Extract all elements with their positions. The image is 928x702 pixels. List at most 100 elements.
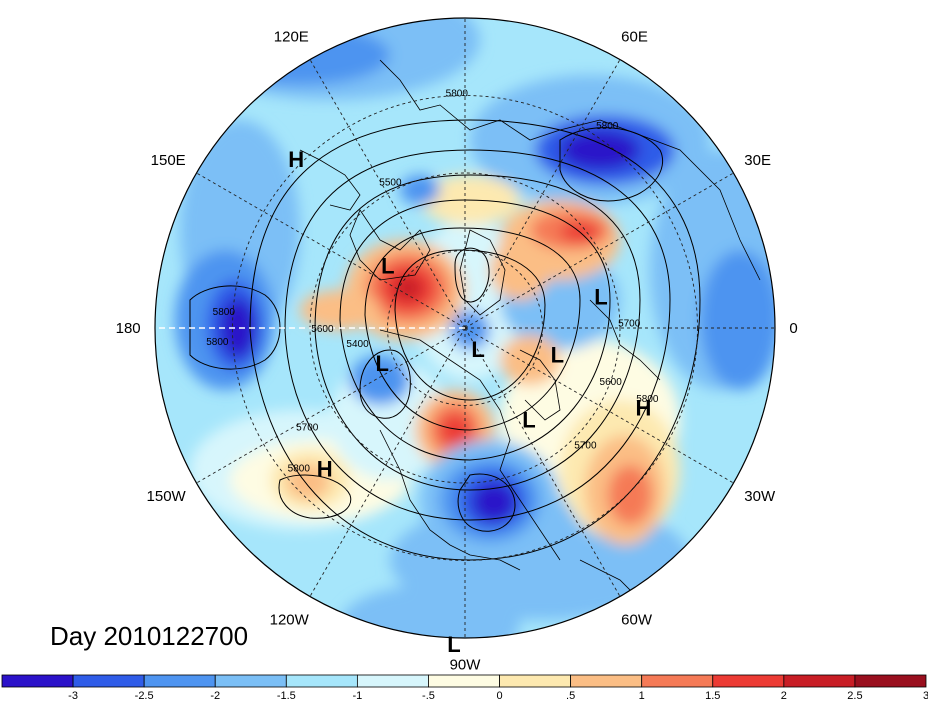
height-contour <box>454 247 490 303</box>
contour-value-label: 5800 <box>213 307 236 318</box>
low-pressure-center: L <box>471 337 484 362</box>
longitude-label: 60W <box>621 611 653 628</box>
colorbar-swatch <box>499 674 572 688</box>
longitude-label: 60E <box>621 29 648 46</box>
height-contour <box>278 474 352 519</box>
contour-value-label: 5800 <box>596 121 619 132</box>
low-pressure-center: L <box>551 342 564 367</box>
anomaly-blob <box>560 130 640 170</box>
coastline <box>589 299 661 381</box>
contour-value-label: 5400 <box>346 339 369 350</box>
longitude-label: 0 <box>789 320 797 337</box>
colorbar: -3 -2.5 -2 -1.5 -1 -.5 0 .5 1 1.5 2 2.5 3 <box>1 674 928 702</box>
meridian-line <box>309 59 466 329</box>
contour-value-label: 5700 <box>296 423 319 434</box>
high-pressure-center: H <box>317 456 333 481</box>
height-contour <box>189 285 281 370</box>
coastline <box>379 59 761 281</box>
height-contour <box>284 149 671 521</box>
meridian-line <box>196 327 466 484</box>
coastline <box>379 429 521 571</box>
longitude-label: 120E <box>274 29 309 46</box>
meridian-line <box>464 327 734 484</box>
date-label: Day 2010122700 <box>50 621 248 651</box>
height-contour <box>364 227 581 431</box>
low-pressure-center: L <box>381 254 394 279</box>
colorbar-tick-label: 2 <box>781 690 787 702</box>
anomaly-blob <box>500 335 560 385</box>
anomaly-field <box>155 18 775 638</box>
colorbar-swatch <box>783 674 856 688</box>
height-contour <box>394 249 546 401</box>
low-pressure-center: L <box>522 407 535 432</box>
colorbar-tick-label: 1.5 <box>705 690 720 702</box>
colorbar-tick-label: -.5 <box>422 690 435 702</box>
high-pressure-center: H <box>635 395 651 420</box>
coastline <box>349 209 431 281</box>
colorbar-swatch <box>712 674 785 688</box>
colorbar-swatch <box>1 674 74 688</box>
high-pressure-center: H <box>288 147 304 172</box>
contour-value-label: 5600 <box>600 377 623 388</box>
colorbar-swatch <box>570 674 643 688</box>
low-pressure-center: L <box>376 351 389 376</box>
longitude-label: 180 <box>116 320 141 337</box>
contour-value-label: 5500 <box>379 178 402 189</box>
coastline <box>299 149 361 211</box>
anomaly-blob <box>394 276 422 300</box>
meridian-line <box>196 172 466 329</box>
colorbar-tick-label: -3 <box>68 690 78 702</box>
coastline <box>379 329 561 561</box>
contour-value-label: 5800 <box>206 337 229 348</box>
anomaly-blob <box>340 585 520 638</box>
colorbar-tick-label: -1.5 <box>277 690 296 702</box>
meridian-line <box>309 327 466 597</box>
anomaly-blob <box>608 465 652 525</box>
colorbar-swatch <box>285 674 358 688</box>
longitude-label: 90W <box>450 656 482 673</box>
colorbar-swatch <box>214 674 287 688</box>
longitude-label: 120W <box>270 611 310 628</box>
height-contour <box>359 349 411 419</box>
anomaly-blob <box>450 310 490 350</box>
contour-value-label: 5700 <box>574 440 597 451</box>
colorbar-swatch <box>356 674 429 688</box>
anomaly-blob <box>220 298 256 358</box>
coastline <box>459 229 506 316</box>
anomaly-blob <box>472 482 516 522</box>
colorbar-tick-label: 3 <box>923 690 928 702</box>
low-pressure-center: L <box>594 285 607 310</box>
meridian-line <box>464 172 734 329</box>
anomaly-blob <box>439 414 471 446</box>
contour-value-label: 5600 <box>311 324 334 335</box>
latitude-circle <box>387 250 543 406</box>
anomaly-blob <box>700 250 775 390</box>
latitude-circle <box>232 95 698 561</box>
low-pressure-center: L <box>447 632 460 657</box>
colorbar-tick-label: -2.5 <box>135 690 154 702</box>
contour-value-label: 5700 <box>618 318 641 329</box>
height-contour <box>339 199 611 461</box>
height-contour <box>314 174 641 491</box>
contour-value-label: 5800 <box>636 394 659 405</box>
meridian-line <box>464 327 621 597</box>
colorbar-tick-label: 2.5 <box>847 690 862 702</box>
colorbar-tick-label: -1 <box>352 690 362 702</box>
longitude-label: 90E <box>452 0 479 1</box>
colorbar-swatch <box>428 674 500 688</box>
colorbar-swatch <box>641 674 714 688</box>
longitude-label: 30E <box>744 152 771 169</box>
colorbar-swatch <box>854 674 927 688</box>
contour-value-label: 5800 <box>288 463 311 474</box>
longitude-label: 150W <box>147 488 187 505</box>
meridian-line <box>464 59 621 329</box>
colorbar-tick-label: 1 <box>639 690 645 702</box>
anomaly-blob <box>286 464 330 500</box>
contour-value-label: 5800 <box>446 89 469 100</box>
height-contour <box>249 119 701 561</box>
longitude-label: 150E <box>151 152 186 169</box>
height-contour <box>457 473 516 532</box>
map-boundary <box>154 17 776 639</box>
anomaly-blob <box>490 240 550 300</box>
